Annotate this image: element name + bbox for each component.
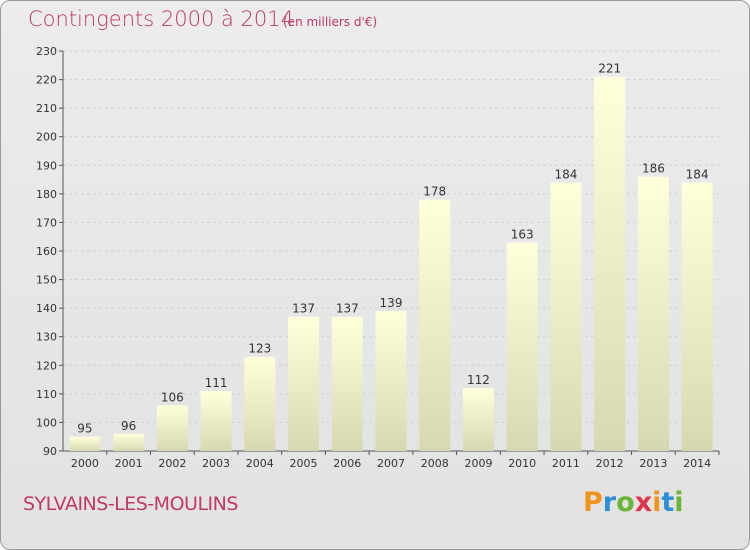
data-label: 95 bbox=[77, 422, 92, 436]
chart-subtitle: (en milliers d'€) bbox=[283, 15, 378, 29]
commune-name: SYLVAINS-LES-MOULINS bbox=[23, 493, 238, 515]
data-label: 96 bbox=[121, 419, 136, 433]
data-label: 163 bbox=[511, 227, 534, 241]
bar bbox=[506, 242, 538, 451]
data-label: 139 bbox=[380, 296, 403, 310]
x-tick-label: 2005 bbox=[290, 457, 318, 470]
bar bbox=[69, 436, 101, 451]
bar bbox=[419, 199, 451, 451]
y-tick-label: 150 bbox=[36, 274, 57, 287]
bar bbox=[288, 316, 320, 451]
bar bbox=[156, 405, 188, 451]
data-label: 137 bbox=[292, 302, 315, 316]
chart-title: Contingents 2000 à 2014 bbox=[28, 7, 294, 31]
data-label: 184 bbox=[686, 167, 709, 181]
bar bbox=[200, 391, 232, 451]
data-label: 221 bbox=[598, 62, 621, 76]
logo-letter: P bbox=[583, 487, 603, 518]
bar bbox=[244, 356, 276, 451]
x-tick-label: 2001 bbox=[115, 457, 143, 470]
bar bbox=[550, 182, 582, 451]
logo-letter: r bbox=[602, 487, 617, 518]
y-tick-label: 220 bbox=[36, 74, 57, 87]
data-label: 106 bbox=[161, 390, 184, 404]
y-tick-label: 130 bbox=[36, 331, 57, 344]
x-tick-label: 2010 bbox=[508, 457, 536, 470]
x-tick-label: 2000 bbox=[71, 457, 99, 470]
data-label: 186 bbox=[642, 162, 665, 176]
y-tick-label: 190 bbox=[36, 159, 57, 172]
logo-letter: x bbox=[634, 487, 653, 518]
x-tick-label: 2008 bbox=[421, 457, 449, 470]
bar bbox=[375, 311, 407, 451]
x-tick-label: 2014 bbox=[683, 457, 711, 470]
x-tick-label: 2003 bbox=[202, 457, 230, 470]
bar bbox=[594, 76, 626, 451]
y-tick-label: 90 bbox=[43, 445, 57, 458]
y-tick-label: 100 bbox=[36, 416, 57, 429]
y-tick-label: 210 bbox=[36, 102, 57, 115]
data-label: 184 bbox=[554, 167, 577, 181]
y-tick-label: 170 bbox=[36, 216, 57, 229]
y-tick-label: 120 bbox=[36, 359, 57, 372]
x-tick-label: 2012 bbox=[596, 457, 624, 470]
data-label: 111 bbox=[205, 376, 228, 390]
x-tick-label: 2011 bbox=[552, 457, 580, 470]
x-tick-label: 2006 bbox=[333, 457, 361, 470]
y-tick-label: 160 bbox=[36, 245, 57, 258]
bar bbox=[113, 433, 145, 451]
logo-letter: t bbox=[661, 487, 675, 518]
x-tick-label: 2002 bbox=[158, 457, 186, 470]
x-tick-label: 2004 bbox=[246, 457, 274, 470]
bar bbox=[462, 388, 494, 451]
x-tick-label: 2009 bbox=[464, 457, 492, 470]
proxiti-logo[interactable]: Proxiti bbox=[583, 487, 684, 518]
data-label: 178 bbox=[423, 185, 446, 199]
x-tick-label: 2007 bbox=[377, 457, 405, 470]
y-tick-label: 110 bbox=[36, 388, 57, 401]
bar bbox=[681, 182, 713, 451]
data-label: 123 bbox=[248, 342, 271, 356]
y-tick-label: 180 bbox=[36, 188, 57, 201]
data-label: 112 bbox=[467, 373, 490, 387]
y-tick-label: 200 bbox=[36, 131, 57, 144]
bar bbox=[637, 176, 669, 451]
logo-letter: o bbox=[616, 487, 635, 518]
x-tick-label: 2013 bbox=[639, 457, 667, 470]
y-tick-label: 230 bbox=[36, 45, 57, 58]
data-label: 137 bbox=[336, 302, 359, 316]
logo-letter: i bbox=[652, 487, 662, 518]
y-tick-label: 140 bbox=[36, 302, 57, 315]
bar bbox=[331, 316, 363, 451]
logo-letter: i bbox=[674, 487, 684, 518]
